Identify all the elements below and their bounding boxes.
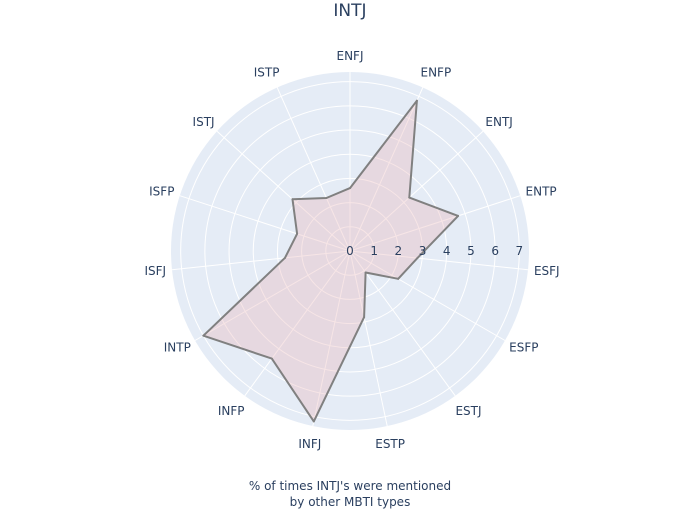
chart-title: INTJ [333, 1, 367, 21]
category-label-estp: ESTP [375, 437, 405, 451]
category-label-enfp: ENFP [421, 66, 452, 80]
category-label-infp: INFP [218, 404, 245, 418]
radial-tick-label: 2 [395, 244, 403, 258]
angular-gridline [276, 87, 351, 252]
radial-tick-label: 7 [516, 244, 524, 258]
data-point-isfj [284, 256, 287, 259]
data-point-enfj [349, 187, 351, 190]
angular-gridline [349, 87, 424, 252]
data-point-esfp [397, 277, 400, 280]
category-label-infj: INFJ [298, 437, 321, 451]
category-label-entj: ENTJ [485, 115, 512, 129]
data-point-esfj [416, 257, 419, 260]
data-point-istj [291, 198, 294, 201]
data-point-istp [325, 196, 328, 199]
angular-gridline [171, 250, 351, 271]
category-label-entp: ENTP [526, 184, 557, 198]
data-point-isfp [296, 232, 299, 235]
data-point-entp [457, 214, 460, 217]
data-point-enfp [415, 99, 418, 102]
angular-gridline [349, 250, 388, 427]
radial-tick-label: 6 [491, 244, 499, 258]
chart-caption: % of times INTJ's were mentioned by othe… [248, 479, 452, 509]
data-point-estj [364, 271, 367, 274]
angular-gridline [216, 130, 351, 252]
category-label-intp: INTP [164, 341, 191, 355]
angular-gridline [179, 195, 351, 252]
angular-gridline [349, 195, 521, 252]
angular-gridline [244, 250, 351, 397]
data-point-entj [408, 196, 411, 199]
angular-gridline [312, 250, 351, 427]
data-area [202, 99, 460, 423]
data-point-infj [312, 420, 315, 423]
category-label-esfj: ESFJ [534, 264, 560, 278]
category-label-istp: ISTP [254, 66, 280, 80]
category-label-esfp: ESFP [509, 341, 538, 355]
data-point-intp [202, 334, 205, 337]
radial-tick-label: 5 [467, 244, 475, 258]
radial-tick-label: 1 [370, 244, 378, 258]
angular-gridline [349, 250, 456, 397]
angular-gridline [349, 250, 506, 341]
category-label-istj: ISTJ [193, 115, 215, 129]
category-label-isfj: ISFJ [144, 264, 166, 278]
category-label-enfj: ENFJ [337, 49, 364, 63]
data-point-infp [270, 357, 273, 360]
radial-tick-label: 4 [443, 244, 451, 258]
angular-gridline [349, 250, 529, 271]
category-label-isfp: ISFP [149, 184, 174, 198]
angular-gridline [349, 130, 484, 252]
radial-tick-label: 3 [419, 244, 427, 258]
category-label-estj: ESTJ [455, 404, 481, 418]
radial-tick-label: 0 [346, 244, 354, 258]
angular-gridline [194, 250, 351, 341]
data-point-estp [363, 316, 366, 319]
